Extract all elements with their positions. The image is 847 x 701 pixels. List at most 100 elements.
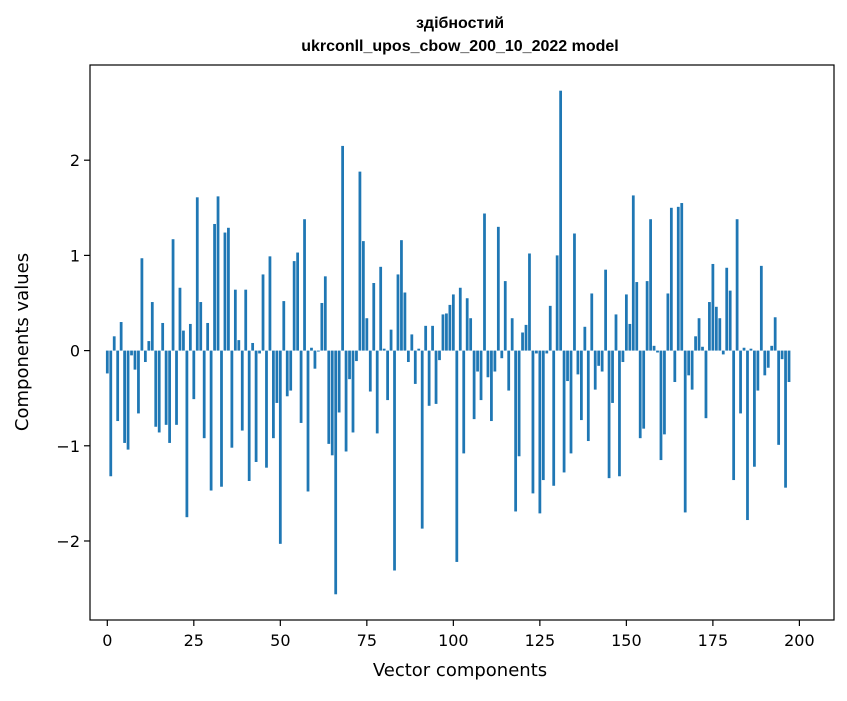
bar-148 <box>618 350 621 477</box>
bar-47 <box>268 256 272 351</box>
bar-179 <box>725 267 729 351</box>
y-tick-label--1: −1 <box>56 437 80 456</box>
bar-88 <box>410 334 414 351</box>
bar-11 <box>143 350 147 363</box>
y-axis-ticks: −2 −1 0 1 2 <box>56 151 90 551</box>
bar-120 <box>521 332 524 351</box>
x-tick-label-100: 100 <box>438 631 469 650</box>
bar-155 <box>642 350 646 429</box>
bar-167 <box>683 350 687 513</box>
bar-26 <box>195 197 199 351</box>
bar-131 <box>559 90 563 351</box>
bar-163 <box>669 207 673 351</box>
bar-48 <box>272 350 275 439</box>
x-axis-ticks: 0 25 50 75 100 125 150 175 200 <box>102 620 815 650</box>
bar-15 <box>157 350 161 433</box>
bar-43 <box>254 350 258 462</box>
bar-193 <box>773 317 777 351</box>
bar-56 <box>299 350 303 423</box>
bar-53 <box>289 350 293 391</box>
bar-13 <box>150 302 154 351</box>
bar-134 <box>569 350 573 454</box>
bar-0 <box>105 350 109 374</box>
bar-182 <box>735 219 739 351</box>
bar-90 <box>417 348 421 351</box>
x-tick-label-125: 125 <box>525 631 556 650</box>
bar-109 <box>483 213 486 351</box>
bar-189 <box>759 265 763 351</box>
bar-62 <box>320 302 324 351</box>
bar-181 <box>732 350 736 481</box>
bar-99 <box>448 304 452 351</box>
bar-60 <box>313 350 317 369</box>
bar-141 <box>593 350 597 390</box>
plot-frame <box>89 64 835 621</box>
bar-176 <box>714 306 718 351</box>
bar-55 <box>296 252 300 351</box>
bar-145 <box>607 350 611 479</box>
bar-104 <box>465 298 469 351</box>
bar-32 <box>216 196 220 351</box>
bar-80 <box>382 348 386 351</box>
bar-38 <box>237 340 241 351</box>
bar-142 <box>597 350 601 366</box>
x-tick-label-25: 25 <box>184 631 204 650</box>
bar-81 <box>386 350 389 401</box>
bar-75 <box>365 318 369 351</box>
bar-23 <box>185 350 189 518</box>
bar-84 <box>396 274 400 351</box>
bar-151 <box>628 323 632 351</box>
y-tick-label-2: 2 <box>70 151 80 170</box>
chart-title-line-1: здібностий <box>416 15 504 32</box>
bar-7 <box>130 350 133 356</box>
x-tick-label-50: 50 <box>270 631 290 650</box>
bar-67 <box>337 350 341 413</box>
bar-94 <box>431 325 434 351</box>
bar-6 <box>126 350 130 450</box>
bar-195 <box>780 350 784 360</box>
bar-156 <box>645 281 649 351</box>
bar-22 <box>182 330 185 351</box>
bar-31 <box>213 223 216 351</box>
bar-8 <box>133 350 137 370</box>
bar-190 <box>763 350 767 376</box>
bar-12 <box>147 341 151 351</box>
bar-77 <box>372 283 376 351</box>
bar-164 <box>673 350 677 383</box>
bar-153 <box>635 282 639 351</box>
bar-40 <box>244 289 248 351</box>
bar-44 <box>258 350 261 354</box>
bar-139 <box>586 350 590 442</box>
bar-146 <box>611 350 614 403</box>
bar-61 <box>317 350 320 352</box>
bar-126 <box>541 350 545 481</box>
x-tick-label-150: 150 <box>611 631 642 650</box>
bar-187 <box>753 350 756 467</box>
bar-144 <box>604 269 607 351</box>
bar-18 <box>168 350 171 443</box>
bar-49 <box>275 350 279 403</box>
y-tick-label-1: 1 <box>70 246 80 265</box>
bar-71 <box>351 350 355 433</box>
bar-117 <box>510 318 514 351</box>
bar-10 <box>140 258 144 351</box>
bar-95 <box>434 350 438 404</box>
bar-118 <box>514 350 518 512</box>
bar-143 <box>600 350 604 372</box>
bar-101 <box>455 350 459 562</box>
bar-185 <box>746 350 749 521</box>
y-tick-label-0: 0 <box>70 342 80 361</box>
bar-159 <box>656 350 659 353</box>
bar-4 <box>119 322 123 351</box>
bar-69 <box>344 350 348 452</box>
bar-16 <box>161 322 165 351</box>
bar-108 <box>479 350 483 401</box>
bar-158 <box>652 345 656 351</box>
bar-57 <box>303 219 306 351</box>
bar-19 <box>171 239 175 351</box>
bar-50 <box>278 350 282 544</box>
bar-54 <box>292 261 296 351</box>
bar-129 <box>552 350 556 486</box>
bar-39 <box>240 350 244 431</box>
bar-124 <box>535 350 538 354</box>
